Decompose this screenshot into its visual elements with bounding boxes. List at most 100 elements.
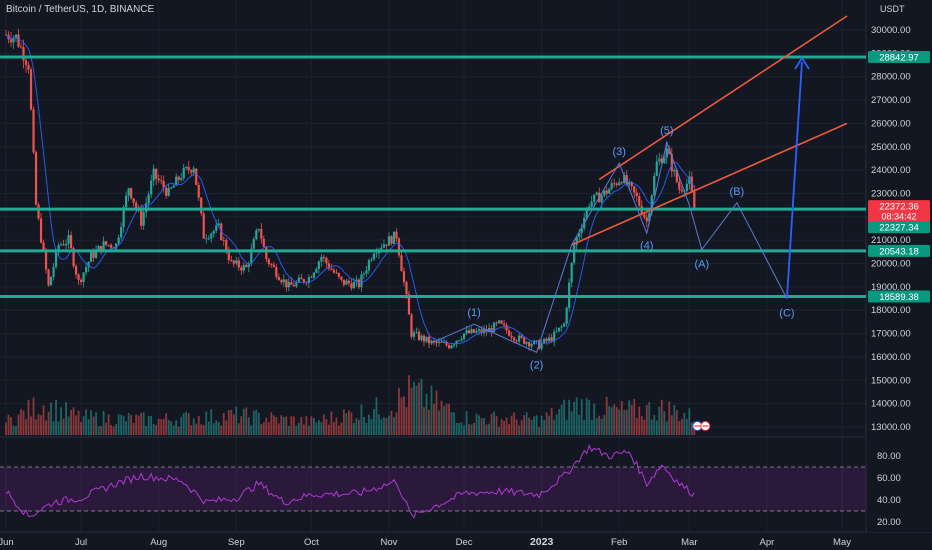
candle-body[interactable] bbox=[580, 228, 583, 234]
candle-body[interactable] bbox=[150, 180, 153, 195]
candle-body[interactable] bbox=[247, 263, 250, 268]
candle-body[interactable] bbox=[660, 158, 663, 164]
candle-body[interactable] bbox=[317, 261, 320, 269]
candle-body[interactable] bbox=[350, 283, 353, 289]
candle-body[interactable] bbox=[502, 323, 506, 326]
price-badge[interactable]: 28842.97 bbox=[868, 51, 930, 64]
candle-body[interactable] bbox=[372, 253, 376, 260]
candle-body[interactable] bbox=[130, 188, 133, 199]
candle-body[interactable] bbox=[615, 183, 618, 185]
candle-body[interactable] bbox=[543, 338, 546, 344]
candle-body[interactable] bbox=[495, 322, 498, 324]
price-axis[interactable]: USDT30000.0029000.0028000.0027000.002600… bbox=[692, 0, 932, 532]
candle-body[interactable] bbox=[455, 340, 458, 345]
candle-body[interactable] bbox=[197, 185, 200, 198]
candle-body[interactable] bbox=[110, 244, 113, 248]
candle-body[interactable] bbox=[475, 331, 478, 333]
candle-body[interactable] bbox=[513, 337, 516, 341]
candle-body[interactable] bbox=[252, 239, 255, 249]
candle-body[interactable] bbox=[535, 340, 538, 342]
candle-body[interactable] bbox=[39, 218, 43, 243]
candle-body[interactable] bbox=[242, 264, 245, 271]
candle-body[interactable] bbox=[287, 282, 290, 288]
candle-body[interactable] bbox=[578, 233, 581, 238]
candle-body[interactable] bbox=[362, 273, 366, 275]
candle-body[interactable] bbox=[160, 180, 163, 182]
candle-body[interactable] bbox=[467, 330, 471, 334]
candle-body[interactable] bbox=[663, 157, 666, 164]
candle-body[interactable] bbox=[100, 246, 103, 252]
symbol-title[interactable]: Bitcoin / TetherUS, 1D, BINANCE bbox=[6, 4, 155, 15]
candle-body[interactable] bbox=[618, 182, 621, 185]
candle-body[interactable] bbox=[540, 343, 543, 349]
candle-body[interactable] bbox=[457, 340, 461, 342]
channel-lines[interactable] bbox=[571, 15, 848, 246]
candle-body[interactable] bbox=[410, 314, 413, 337]
candle-body[interactable] bbox=[678, 181, 681, 190]
candle-body[interactable] bbox=[630, 181, 633, 187]
candle-body[interactable] bbox=[670, 154, 673, 172]
candle-body[interactable] bbox=[492, 322, 496, 333]
candle-body[interactable] bbox=[280, 280, 283, 283]
candle-body[interactable] bbox=[24, 60, 28, 66]
elliott-wave[interactable]: (1) (2) (3) (4) (5) bbox=[431, 125, 690, 371]
candle-body[interactable] bbox=[680, 189, 683, 192]
projection-label[interactable]: (A) bbox=[694, 259, 709, 271]
candle-body[interactable] bbox=[275, 267, 278, 277]
candle-body[interactable] bbox=[385, 244, 388, 246]
candle-body[interactable] bbox=[87, 261, 90, 268]
candle-body[interactable] bbox=[407, 294, 411, 315]
candle-body[interactable] bbox=[477, 329, 481, 332]
time-axis[interactable]: Jun Jul Aug Sep Oct Nov Dec 2023 Feb Mar Apr May bbox=[0, 536, 851, 548]
candle-body[interactable] bbox=[42, 242, 45, 251]
candle-body[interactable] bbox=[90, 252, 93, 262]
candle-body[interactable] bbox=[177, 176, 180, 180]
candle-body[interactable] bbox=[282, 279, 285, 283]
projection-arrow-shaft[interactable] bbox=[786, 61, 803, 299]
candle-body[interactable] bbox=[172, 185, 175, 188]
candle-body[interactable] bbox=[117, 237, 120, 244]
candle-body[interactable] bbox=[505, 325, 508, 331]
candle-body[interactable] bbox=[570, 262, 573, 283]
candle-body[interactable] bbox=[225, 240, 228, 252]
projection-path[interactable]: (A) (B) (C) bbox=[688, 56, 810, 320]
candle-body[interactable] bbox=[605, 190, 608, 194]
candle-body[interactable] bbox=[500, 320, 503, 324]
candle-body[interactable] bbox=[67, 235, 70, 244]
candle-body[interactable] bbox=[370, 259, 373, 261]
candle-body[interactable] bbox=[12, 37, 15, 43]
candle-body[interactable] bbox=[120, 226, 123, 238]
candle-body[interactable] bbox=[575, 237, 578, 245]
candle-body[interactable] bbox=[285, 279, 288, 288]
candle-body[interactable] bbox=[472, 329, 476, 333]
candle-body[interactable] bbox=[460, 339, 463, 341]
candle-body[interactable] bbox=[610, 183, 613, 189]
candle-body[interactable] bbox=[412, 332, 416, 337]
candle-body[interactable] bbox=[435, 341, 438, 344]
candle-body[interactable] bbox=[490, 328, 493, 333]
candle-body[interactable] bbox=[545, 338, 548, 341]
candle-body[interactable] bbox=[165, 187, 168, 196]
candle-body[interactable] bbox=[523, 337, 526, 344]
candle-body[interactable] bbox=[147, 194, 150, 204]
candle-body[interactable] bbox=[427, 336, 431, 344]
candle-body[interactable] bbox=[497, 320, 501, 324]
price-badge[interactable]: 18589.38 bbox=[868, 290, 930, 303]
candle-body[interactable] bbox=[140, 209, 143, 226]
candle-body[interactable] bbox=[658, 158, 661, 162]
candle-body[interactable] bbox=[127, 188, 130, 196]
candle-body[interactable] bbox=[555, 331, 558, 332]
candle-body[interactable] bbox=[95, 250, 98, 258]
candle-body[interactable] bbox=[155, 168, 158, 179]
candle-body[interactable] bbox=[625, 175, 628, 185]
candle-body[interactable] bbox=[217, 223, 220, 226]
candle-body[interactable] bbox=[415, 331, 418, 333]
candle-body[interactable] bbox=[442, 342, 446, 343]
candle-body[interactable] bbox=[257, 229, 260, 231]
candle-body[interactable] bbox=[633, 186, 636, 193]
candle-body[interactable] bbox=[97, 246, 100, 251]
rsi-pane[interactable] bbox=[0, 444, 866, 519]
candle-body[interactable] bbox=[645, 217, 648, 222]
candle-body[interactable] bbox=[180, 178, 183, 180]
